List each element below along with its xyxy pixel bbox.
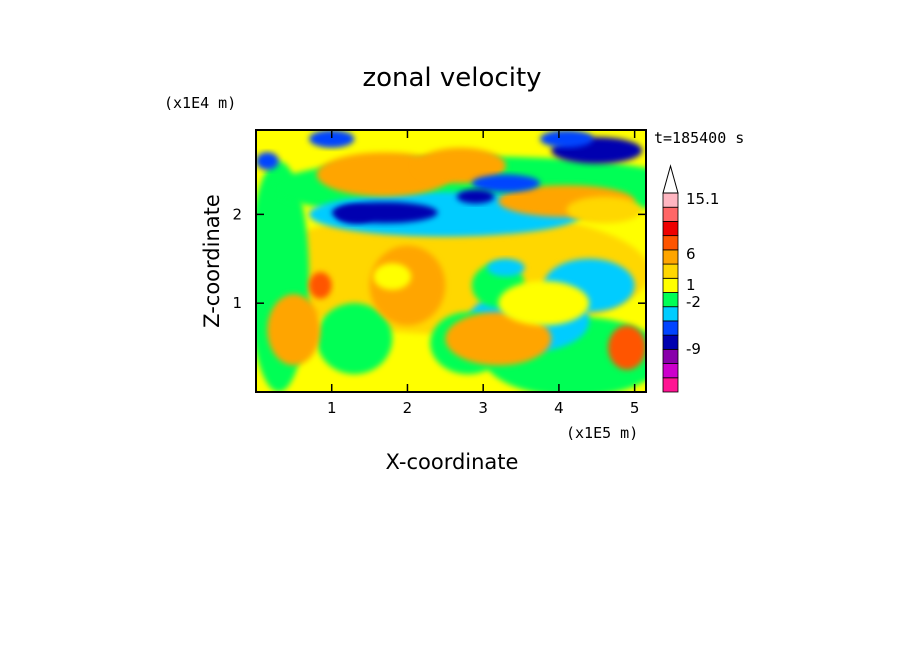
contour-region — [267, 294, 321, 366]
contour-region — [498, 280, 590, 326]
colorbar-segment — [662, 348, 679, 364]
contour-region — [309, 130, 355, 148]
x-tick-label: 1 — [327, 399, 337, 417]
contour-region — [608, 325, 646, 370]
y-unit-label: (x1E4 m) — [164, 94, 236, 112]
colorbar-arrow — [662, 164, 679, 194]
colorbar-segment — [662, 263, 679, 279]
colorbar-segment — [662, 306, 679, 322]
contour-region — [415, 147, 506, 184]
colorbar-segment — [662, 277, 679, 293]
contour-region — [566, 196, 643, 224]
colorbar-segment — [662, 334, 679, 350]
axis-ticks: 1 2 3 4 5 1 2 — [232, 130, 646, 417]
colorbar-segment — [662, 249, 679, 265]
contour-region — [471, 174, 540, 193]
contour-region — [456, 189, 495, 204]
chart-title: zonal velocity — [362, 63, 541, 93]
y-axis-label: Z-coordinate — [200, 194, 224, 328]
plot-frame — [255, 129, 647, 393]
contour-region — [539, 130, 593, 148]
colorbar-segment — [662, 363, 679, 379]
contour-region — [256, 152, 279, 170]
colorbar-label: -2 — [686, 293, 701, 311]
contour-region — [309, 272, 332, 299]
colorbar-segment — [662, 192, 679, 208]
y-tick-label: 2 — [232, 205, 242, 223]
colorbar-segment — [662, 292, 679, 308]
x-tick-label: 5 — [630, 399, 640, 417]
x-axis-label: X-coordinate — [386, 450, 519, 474]
colorbar-segment — [662, 377, 679, 393]
colorbar-label: 1 — [686, 276, 696, 294]
contour-field — [256, 130, 646, 392]
colorbar-segment — [662, 206, 679, 222]
contour-region — [445, 312, 552, 366]
contour-region — [486, 258, 525, 277]
x-unit-label: (x1E5 m) — [566, 424, 638, 442]
x-tick-label: 2 — [403, 399, 413, 417]
colorbar-label: 15.1 — [686, 190, 719, 208]
colorbar-label: 6 — [686, 245, 696, 263]
colorbar-segment — [662, 221, 679, 237]
time-label: t=185400 s — [654, 129, 744, 147]
colorbar-label: -9 — [686, 340, 701, 358]
colorbar-segment — [662, 235, 679, 251]
y-tick-label: 1 — [232, 294, 242, 312]
colorbar: 15.1 6 1-2 -9 — [662, 164, 719, 393]
contour-region — [373, 263, 412, 290]
contour-region — [316, 303, 393, 375]
x-tick-label: 3 — [478, 399, 488, 417]
colorbar-segment — [662, 320, 679, 336]
contour-region — [335, 205, 374, 224]
x-tick-label: 4 — [554, 399, 564, 417]
